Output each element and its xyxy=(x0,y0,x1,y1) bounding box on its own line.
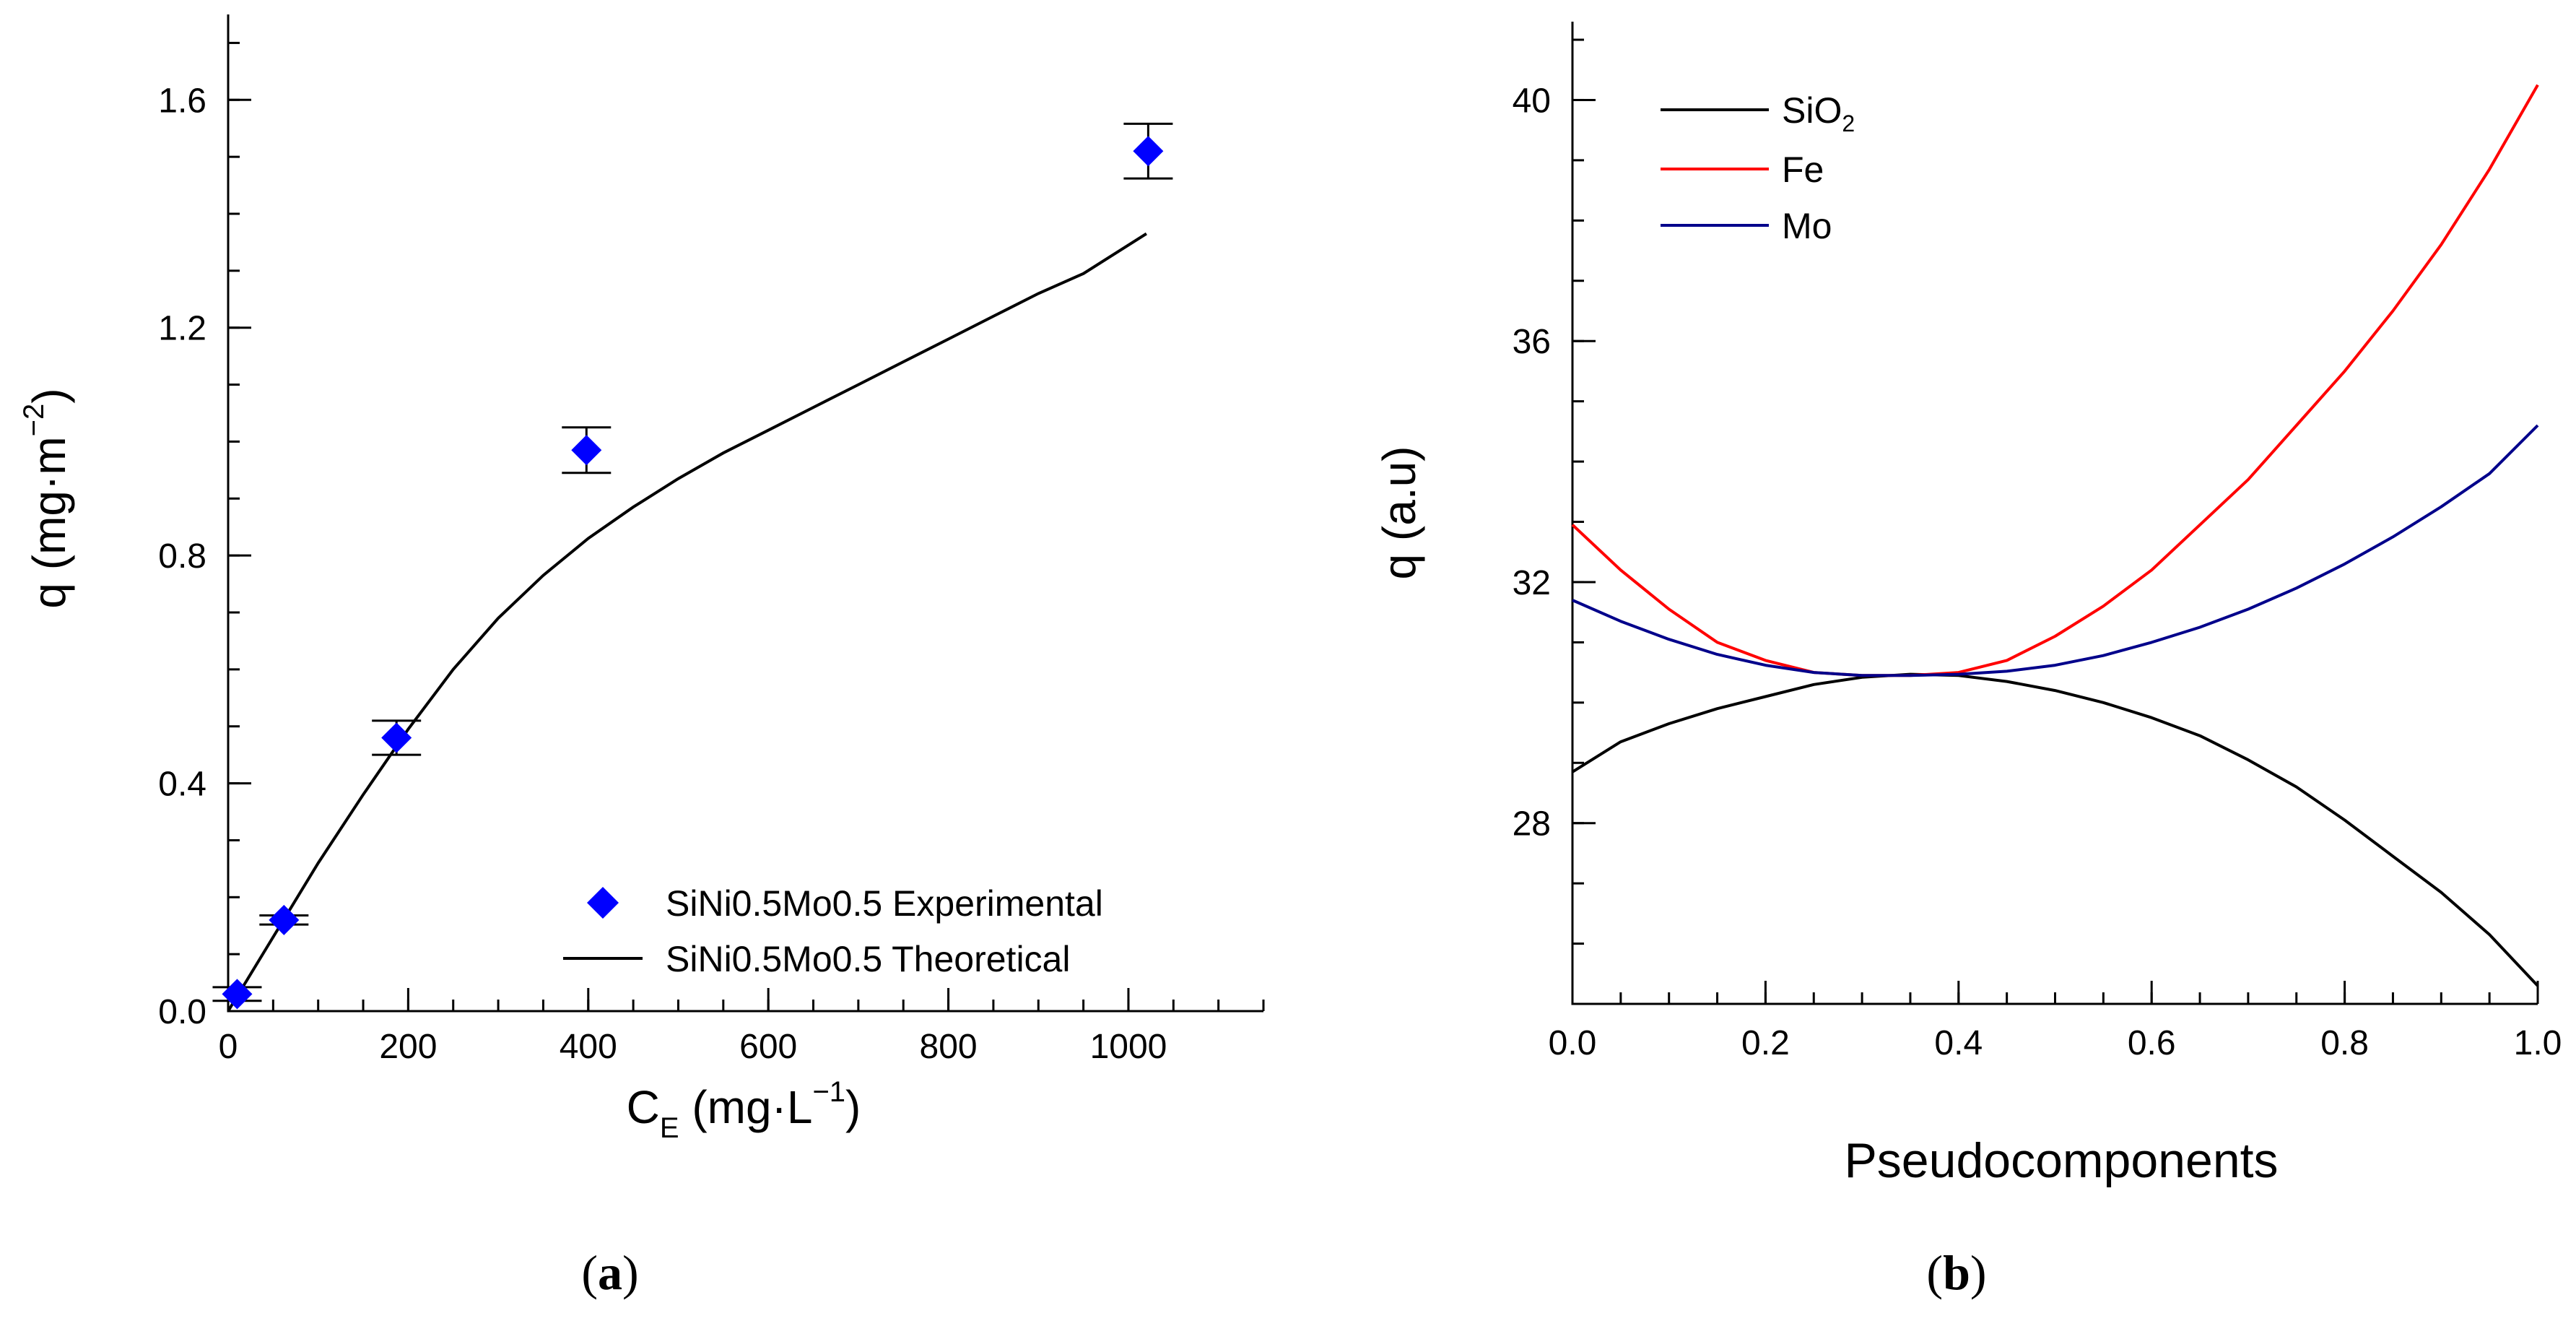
legend-marker-experimental xyxy=(587,887,619,919)
x-tick-label: 1.0 xyxy=(2514,1024,2562,1062)
chart-a: 0 200 400 600 800 1000 0.0 0.4 0.8 1.2 1.6 SiNi0.5… xyxy=(18,14,1265,1144)
series-line-mo xyxy=(1572,424,2539,677)
experimental-point xyxy=(222,979,253,1010)
legend-label-theoretical: SiNi0.5Mo0.5 Theoretical xyxy=(666,939,1070,979)
legend-label-fe: Fe xyxy=(1782,150,1824,190)
experimental-point xyxy=(571,435,602,466)
chart-b-axes xyxy=(1571,22,2538,1005)
x-tick-label: 0.4 xyxy=(1934,1024,1983,1062)
x-tick-label: 0.6 xyxy=(2128,1024,2176,1062)
chart-b-x-axis-title: Pseudocomponents xyxy=(1844,1133,2278,1188)
y-tick-label: 0.8 xyxy=(158,537,206,576)
chart-b-tick-labels: 0.0 0.2 0.4 0.6 0.8 1.0 28 32 36 40 xyxy=(1513,82,2562,1062)
y-tick-label: 32 xyxy=(1513,564,1551,602)
legend-label-experimental: SiNi0.5Mo0.5 Experimental xyxy=(666,883,1103,924)
experimental-point xyxy=(269,904,300,935)
legend-label-mo: Mo xyxy=(1782,206,1832,246)
experimental-point xyxy=(1133,136,1164,167)
x-tick-label: 400 xyxy=(560,1028,617,1066)
x-tick-label: 0.8 xyxy=(2320,1024,2369,1062)
x-tick-label: 0.0 xyxy=(1549,1024,1597,1062)
legend-label-sio2: SiO2 xyxy=(1782,90,1855,136)
y-tick-label: 40 xyxy=(1513,82,1551,120)
chart-b-ticks xyxy=(1571,38,2539,1004)
x-tick-label: 1000 xyxy=(1090,1028,1167,1066)
chart-a-ticks xyxy=(227,41,1265,1013)
x-tick-label: 0.2 xyxy=(1741,1024,1790,1062)
chart-a-legend: SiNi0.5Mo0.5 Experimental SiNi0.5Mo0.5 T… xyxy=(563,883,1103,979)
chart-a-y-axis-title: q (mg·m−2) xyxy=(18,388,75,608)
chart-b: 0.0 0.2 0.4 0.6 0.8 1.0 28 32 36 40 SiO2 Fe Mo Ps… xyxy=(1373,22,2562,1188)
series-line-fe xyxy=(1571,84,2539,677)
x-tick-label: 600 xyxy=(739,1028,797,1066)
chart-a-axes xyxy=(227,14,1263,1013)
theoretical-line xyxy=(227,232,1147,1013)
chart-b-y-axis-title: q (a.u) xyxy=(1373,446,1425,580)
chart-a-x-axis-title: CE (mg·L−1) xyxy=(627,1076,861,1144)
x-tick-label: 800 xyxy=(920,1028,978,1066)
y-tick-label: 1.6 xyxy=(158,82,206,120)
chart-b-legend: SiO2 Fe Mo xyxy=(1661,90,1855,246)
y-tick-label: 1.2 xyxy=(158,310,206,348)
chart-a-tick-labels: 0 200 400 600 800 1000 0.0 0.4 0.8 1.2 1.6 xyxy=(158,82,1167,1066)
chart-b-series xyxy=(1571,84,2539,987)
chart-a-series xyxy=(212,122,1173,1013)
caption-b: (b) xyxy=(1926,1245,1986,1300)
x-tick-label: 200 xyxy=(379,1028,437,1066)
x-tick-label: 0 xyxy=(219,1028,238,1066)
y-tick-label: 36 xyxy=(1513,323,1551,361)
series-line-sio2 xyxy=(1571,672,2539,987)
y-tick-label: 28 xyxy=(1513,805,1551,844)
caption-a: (a) xyxy=(581,1245,638,1300)
experimental-point xyxy=(381,722,412,753)
y-tick-label: 0.0 xyxy=(158,993,206,1031)
y-tick-label: 0.4 xyxy=(158,766,206,804)
